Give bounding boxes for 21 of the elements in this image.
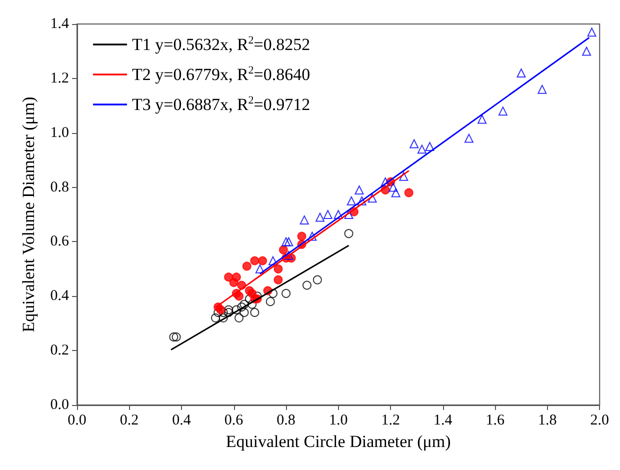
y-tick-label: 1.2 xyxy=(50,70,69,86)
y-tick-label: 0.2 xyxy=(50,342,69,359)
x-tick-label: 0.0 xyxy=(68,412,86,428)
x-tick-label: 1.6 xyxy=(486,412,505,428)
x-tick-label: 1.2 xyxy=(381,412,400,428)
x-tick-label: 1.8 xyxy=(538,412,557,428)
y-tick-label: 1.0 xyxy=(50,124,69,141)
x-tick-label: 0.8 xyxy=(276,412,296,428)
y-axis-title: Equivalent Volume Diameter (μm) xyxy=(19,96,38,332)
x-tick-label: 0.6 xyxy=(224,412,244,428)
x-tick-label: 0.4 xyxy=(172,412,192,428)
y-tick-label: 0.0 xyxy=(50,397,69,413)
x-tick-label: 1.4 xyxy=(433,412,453,428)
y-tick-label: 0.4 xyxy=(50,288,70,304)
x-tick-label: 1.0 xyxy=(328,412,348,428)
y-tick-label: 0.8 xyxy=(50,179,69,196)
y-tick-label: 0.6 xyxy=(50,234,70,250)
x-tick-label: 2.0 xyxy=(590,412,609,428)
x-axis-title: Equivalent Circle Diameter (μm) xyxy=(226,432,451,451)
y-tick-label: 1.4 xyxy=(50,16,70,32)
x-tick-label: 0.2 xyxy=(120,412,139,428)
